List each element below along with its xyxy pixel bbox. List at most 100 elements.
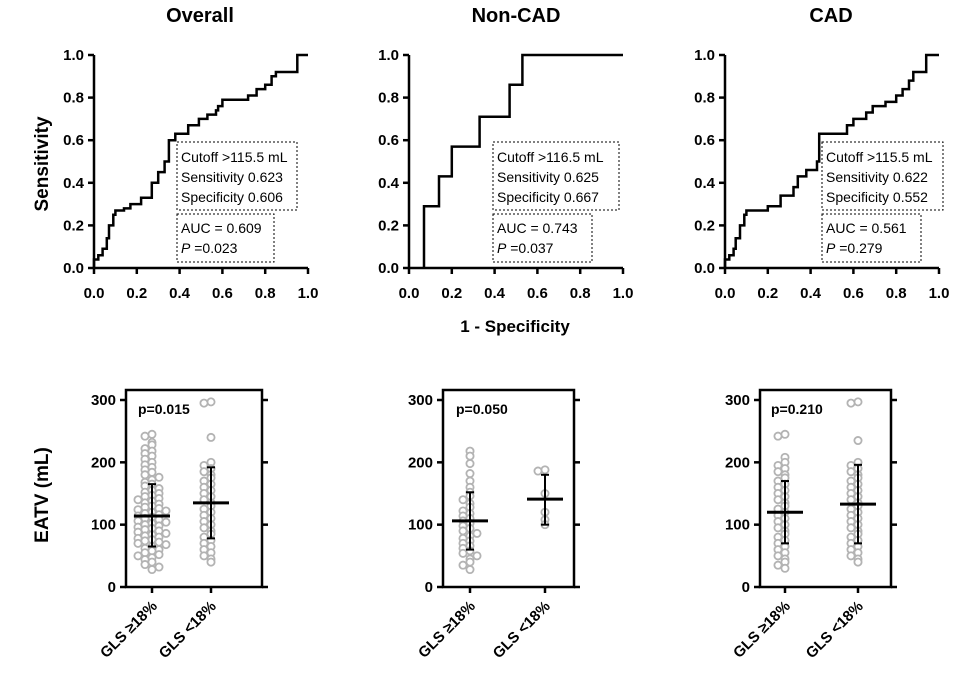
roc-panel-non-cad: Non-CAD 0.0 0.2 0.4 0.6 0.8 1.0 0.0 0.2 0.4 0.6 0.8… <box>378 5 633 302</box>
data-point <box>465 565 475 575</box>
roc-curve <box>92 53 308 268</box>
sensitivity-text: Sensitivity 0.623 <box>181 169 283 185</box>
roc-x-tick-label: 0.6 <box>212 285 233 302</box>
roc-y-tick-label: 0.2 <box>694 217 715 234</box>
data-point <box>472 551 482 561</box>
sensitivity-text: Sensitivity 0.625 <box>497 169 599 185</box>
cutoff-text: Cutoff >115.5 mL <box>181 149 288 165</box>
dot-plot-frame <box>124 388 264 589</box>
roc-x-tick-label: 0.2 <box>441 285 462 302</box>
data-point <box>161 506 171 516</box>
data-point <box>161 528 171 538</box>
data-point <box>846 523 856 533</box>
data-point <box>458 526 468 536</box>
roc-x-tick-label: 0.8 <box>886 285 907 302</box>
data-point <box>133 551 143 561</box>
p-value-label: p=0.015 <box>138 401 190 417</box>
roc-panel-overall: Overall 0.0 0.2 0.4 0.6 0.8 1.0 0.0 0.2 0.4 0.6 0.8… <box>63 5 318 302</box>
data-point <box>199 551 209 561</box>
category-label: GLS <18% <box>803 598 867 662</box>
dot-y-tick-label: 200 <box>408 454 433 471</box>
roc-y-tick-label: 1.0 <box>694 47 715 64</box>
roc-y-tick-label: 0.6 <box>63 132 84 149</box>
scatter-y-axis-label: EATV (mL) <box>32 447 53 543</box>
dot-y-tick-label: 0 <box>425 579 433 596</box>
category-label: GLS <18% <box>490 598 554 662</box>
p-value-text: P =0.279 <box>826 240 883 256</box>
data-point <box>780 563 790 573</box>
data-point <box>206 557 216 567</box>
roc-curve <box>723 53 939 268</box>
roc-y-tick-label: 1.0 <box>63 47 84 64</box>
dot-y-tick-label: 0 <box>742 579 750 596</box>
roc-x-tick-label: 0.4 <box>484 285 506 302</box>
data-point <box>846 398 856 408</box>
data-point <box>780 429 790 439</box>
data-point <box>458 495 468 505</box>
data-point <box>540 465 550 475</box>
roc-y-tick-label: 1.0 <box>378 47 399 64</box>
auc-text: AUC = 0.743 <box>497 220 578 236</box>
data-point <box>465 557 475 567</box>
dot-panel-cad: 0 100 200 300 p=0.210 GLS ≥18% GLS <18% <box>725 388 897 662</box>
roc-y-axis-label: Sensitivity <box>32 116 53 211</box>
roc-x-tick-label: 0.4 <box>169 285 191 302</box>
data-point <box>199 398 209 408</box>
dot-y-tick-label: 100 <box>91 517 116 534</box>
p-value-text: P =0.023 <box>181 240 238 256</box>
cutoff-text: Cutoff >115.5 mL <box>826 149 933 165</box>
roc-x-tick-label: 0.2 <box>126 285 147 302</box>
dot-panel-non-cad: 0 100 200 300 p=0.050 GLS ≥18% GLS <18% <box>408 388 580 662</box>
roc-x-tick-label: 0.6 <box>527 285 548 302</box>
data-point <box>846 467 856 477</box>
data-point <box>773 431 783 441</box>
roc-y-tick-label: 0.6 <box>694 132 715 149</box>
dot-y-tick-label: 100 <box>408 517 433 534</box>
roc-x-tick-label: 0.2 <box>757 285 778 302</box>
roc-x-tick-label: 1.0 <box>298 285 319 302</box>
roc-y-tick-label: 0.2 <box>63 217 84 234</box>
roc-x-tick-label: 0.0 <box>715 285 736 302</box>
auc-text: AUC = 0.561 <box>826 220 907 236</box>
data-point <box>853 557 863 567</box>
p-value-text: P =0.037 <box>497 240 554 256</box>
p-value-label: p=0.210 <box>771 401 823 417</box>
auc-stats-box <box>176 213 275 263</box>
auc-stats-box <box>821 213 922 263</box>
roc-y-tick-label: 0.0 <box>378 260 399 277</box>
dot-plot-frame <box>758 388 893 589</box>
auc-stats-box <box>492 213 593 263</box>
data-point <box>199 523 209 533</box>
roc-x-tick-label: 0.0 <box>84 285 105 302</box>
data-point <box>853 436 863 446</box>
roc-panel-cad: CAD 0.0 0.2 0.4 0.6 0.8 1.0 0.0 0.2 0.4 0.6 0.8 1.0 C… <box>694 5 949 302</box>
data-point <box>206 397 216 407</box>
roc-y-tick-label: 0.6 <box>378 132 399 149</box>
data-point <box>846 495 856 505</box>
roc-x-tick-label: 0.6 <box>843 285 864 302</box>
dot-y-tick-label: 300 <box>408 392 433 409</box>
roc-y-tick-label: 0.8 <box>63 90 84 107</box>
roc-y-tick-label: 0.0 <box>63 260 84 277</box>
cutoff-text: Cutoff >116.5 mL <box>497 149 604 165</box>
data-point <box>161 540 171 550</box>
dot-panel-overall: 0 100 200 300 p=0.015 GLS ≥18%GLS <18% <box>91 388 268 662</box>
p-value-label: p=0.050 <box>456 401 508 417</box>
roc-y-tick-label: 0.4 <box>378 175 400 192</box>
cutoff-stats-box <box>821 141 944 211</box>
roc-y-tick-label: 0.4 <box>63 175 85 192</box>
roc-x-tick-label: 0.8 <box>255 285 276 302</box>
p-value: =0.279 <box>835 240 882 256</box>
roc-x-tick-label: 0.0 <box>399 285 420 302</box>
roc-title: Non-CAD <box>472 5 561 27</box>
data-point <box>773 467 783 477</box>
dot-y-tick-label: 200 <box>725 454 750 471</box>
category-label: GLS ≥18% <box>730 598 794 662</box>
roc-x-tick-label: 0.8 <box>570 285 591 302</box>
roc-y-tick-label: 0.0 <box>694 260 715 277</box>
roc-title: Overall <box>166 5 234 27</box>
dot-y-tick-label: 0 <box>108 579 116 596</box>
data-point <box>846 551 856 561</box>
data-point <box>458 560 468 570</box>
data-point <box>773 551 783 561</box>
